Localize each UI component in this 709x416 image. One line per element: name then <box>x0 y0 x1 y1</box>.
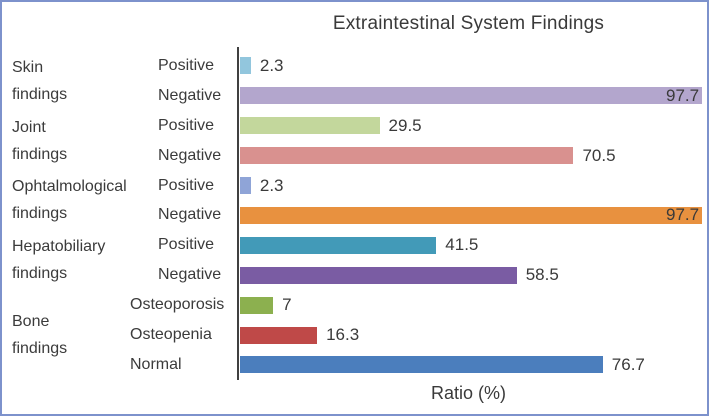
value-label: 2.3 <box>259 55 284 75</box>
bar-negative <box>240 147 574 165</box>
category-label: Positive <box>158 176 215 194</box>
category-label: Positive <box>158 116 215 134</box>
category-label: Positive <box>158 236 215 254</box>
chart-title: Extraintestinal System Findings <box>332 13 605 34</box>
group-label: Bone findings <box>12 290 142 380</box>
group-label: Hepatobiliary findings <box>12 230 142 290</box>
category-label: Negative <box>158 206 222 224</box>
bar-negative: 97.7 <box>240 85 703 105</box>
group-label-line: findings <box>12 205 68 223</box>
value-label: 7 <box>282 295 292 315</box>
group-label: Skin findings <box>12 51 142 111</box>
bar-positive <box>240 236 437 254</box>
group-label-line: findings <box>12 85 68 103</box>
bar-negative <box>240 266 517 284</box>
group-label-line: Skin <box>12 58 44 76</box>
group-label-line: findings <box>12 340 68 358</box>
group-label: Joint findings <box>12 111 142 171</box>
category-label: Osteopenia <box>130 326 212 344</box>
group-label-line: findings <box>12 265 68 283</box>
category-label: Negative <box>158 266 222 284</box>
value-label: 97.7 <box>666 85 700 105</box>
bar-negative: 97.7 <box>240 205 703 225</box>
value-label: 76.7 <box>611 354 645 374</box>
group-label-line: Bone <box>12 313 50 331</box>
category-label: Normal <box>130 355 182 373</box>
bar-positive <box>240 117 380 135</box>
x-axis-label: Ratio (%) <box>430 383 506 403</box>
value-label: 70.5 <box>582 145 616 165</box>
value-label: 2.3 <box>259 175 284 195</box>
y-axis-line <box>237 47 239 380</box>
value-label: 41.5 <box>445 235 479 255</box>
bar-positive <box>240 57 251 75</box>
category-label: Negative <box>158 86 222 104</box>
value-label: 29.5 <box>388 115 422 135</box>
category-label: Positive <box>158 56 215 74</box>
value-label: 58.5 <box>525 265 559 285</box>
bar-osteoporosis <box>240 296 274 314</box>
bar-positive <box>240 177 251 195</box>
group-label-line: Ophtalmological <box>12 178 127 196</box>
value-label: 16.3 <box>326 325 360 345</box>
value-label: 97.7 <box>666 205 700 225</box>
bar-osteopenia <box>240 326 318 344</box>
bar-normal <box>240 356 603 374</box>
category-label: Negative <box>158 146 222 164</box>
group-label: Ophtalmological findings <box>12 171 142 231</box>
category-label: Osteoporosis <box>130 296 225 314</box>
group-label-line: Joint <box>12 118 46 136</box>
group-label-line: Hepatobiliary <box>12 238 106 256</box>
group-label-line: findings <box>12 145 68 163</box>
